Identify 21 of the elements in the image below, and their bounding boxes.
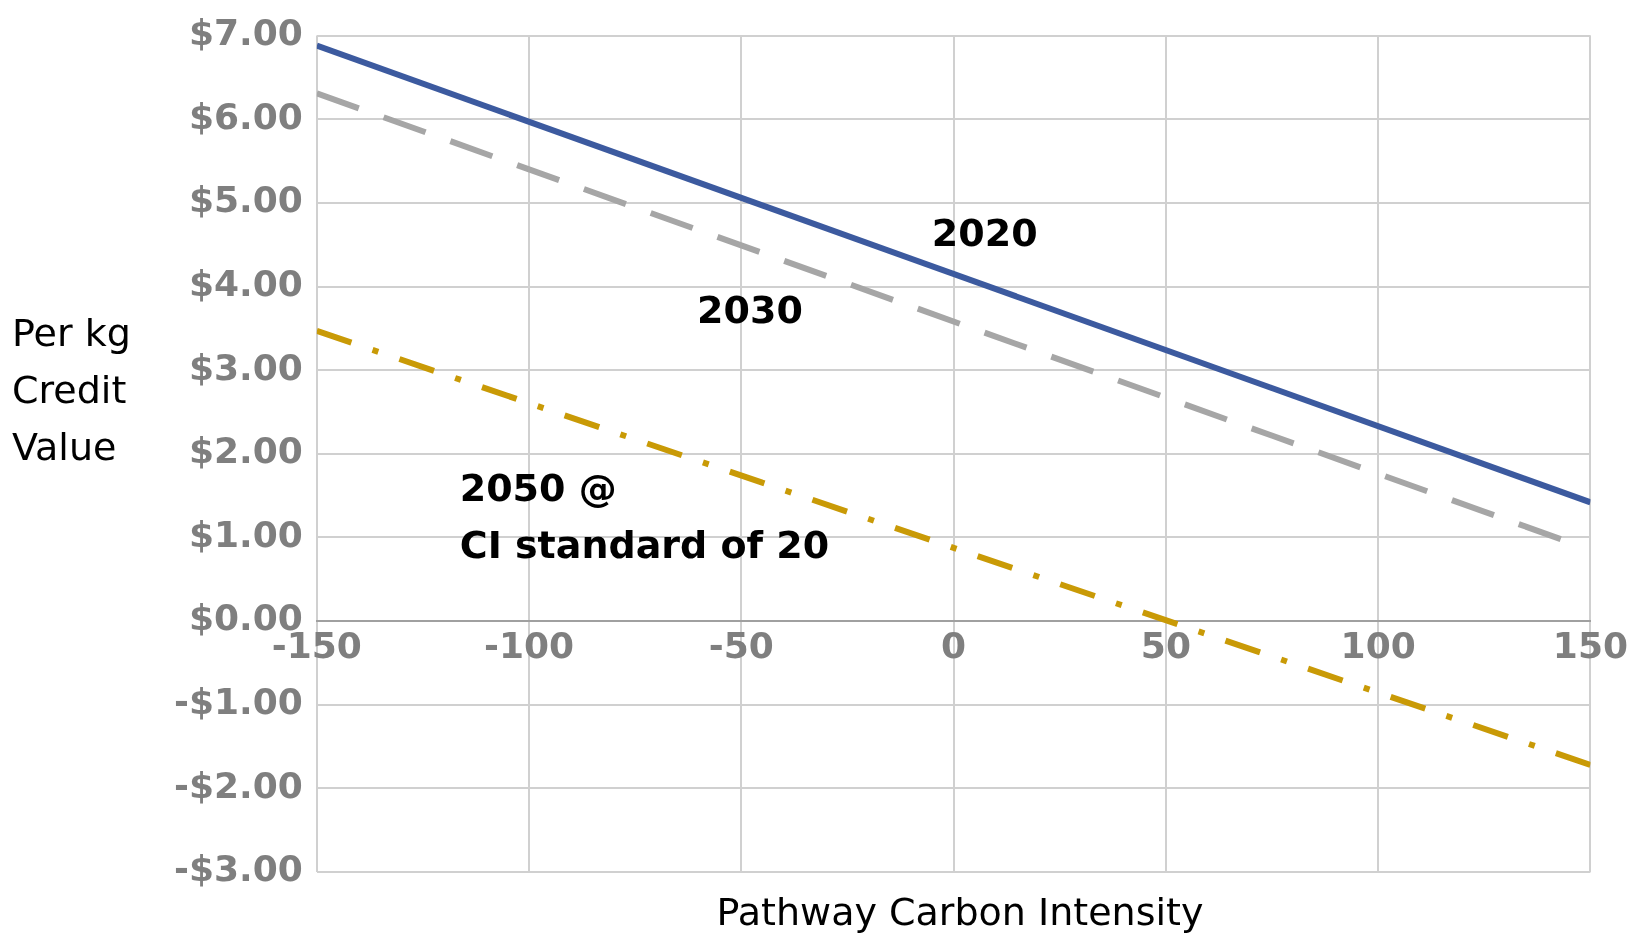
x-tick-label: 150 [1552,625,1628,667]
y-tick-label: $4.00 [188,262,303,304]
series-label: 2020 [931,210,1038,255]
y-axis-title: Per kg Credit Value [12,310,132,471]
y-tick-label: $2.00 [188,430,303,472]
x-tick-label: -50 [708,625,774,667]
x-tick-label: 100 [1340,625,1416,667]
y-tick-label: -$1.00 [174,681,303,723]
y-tick-label: $6.00 [188,95,303,137]
y-tick-label: $7.00 [188,11,303,53]
x-tick-label: -100 [484,625,575,667]
y-tick-label: $5.00 [188,179,303,221]
series-label: 2030 [697,288,803,333]
series-label: 2050 @ CI standard of 20 [459,465,830,567]
y-tick-label: $3.00 [188,346,303,388]
x-axis-title: Pathway Carbon Intensity [715,890,1205,934]
y-tick-label: -$3.00 [174,848,303,890]
y-tick-label: $1.00 [188,513,303,555]
x-tick-label: 50 [1140,625,1191,667]
y-tick-label: -$2.00 [174,764,303,806]
x-tick-label: 0 [941,625,967,667]
